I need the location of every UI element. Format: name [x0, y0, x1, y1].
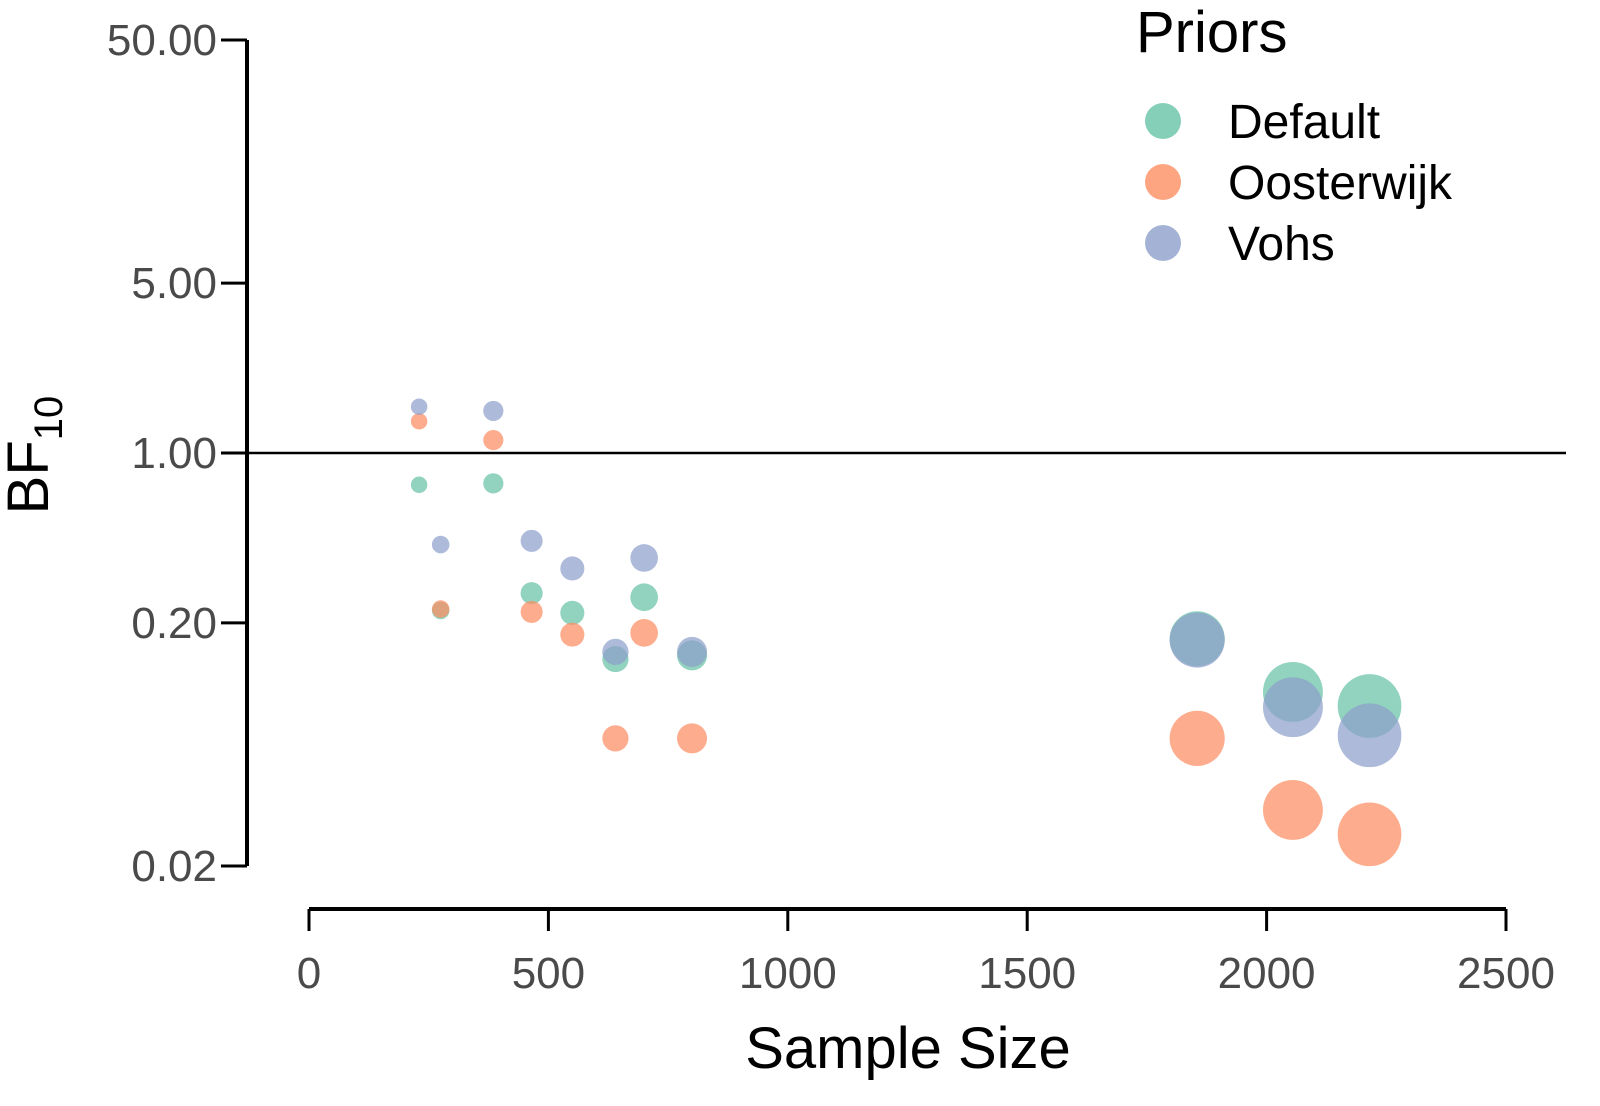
- data-point-vohs: [520, 529, 543, 552]
- x-tick-label: 1000: [739, 949, 837, 998]
- legend-key-vohs: [1145, 225, 1181, 261]
- data-point-oosterwijk: [431, 600, 450, 618]
- data-point-default: [520, 582, 543, 605]
- data-point-oosterwijk: [483, 430, 504, 451]
- data-point-vohs: [602, 638, 629, 666]
- data-point-vohs: [1262, 677, 1323, 738]
- data-point-oosterwijk: [602, 725, 629, 752]
- data-point-vohs: [560, 556, 585, 581]
- data-point-default: [560, 600, 585, 625]
- x-axis-title: Sample Size: [745, 1016, 1071, 1081]
- x-tick-label: 1500: [978, 949, 1076, 998]
- legend-label: Default: [1228, 96, 1380, 149]
- data-point-default: [630, 583, 658, 612]
- data-point-oosterwijk: [560, 622, 585, 647]
- y-axis-title-sub: 10: [27, 396, 71, 441]
- x-tick-label: 0: [297, 949, 321, 998]
- data-point-default: [483, 473, 504, 494]
- data-point-oosterwijk: [677, 723, 708, 754]
- data-point-oosterwijk: [1262, 780, 1323, 840]
- data-point-vohs: [1337, 703, 1402, 768]
- y-axis-title: BF10: [0, 396, 71, 515]
- x-tick-label: 2500: [1457, 949, 1555, 998]
- data-point-default: [410, 476, 428, 494]
- y-tick-label: 0.20: [131, 599, 217, 648]
- y-axis: 0.02 0.20 1.00 5.00 50.00: [107, 16, 249, 891]
- data-point-vohs: [483, 400, 504, 421]
- y-tick-label: 50.00: [107, 16, 217, 65]
- data-point-oosterwijk: [520, 600, 543, 623]
- x-tick-label: 2000: [1218, 949, 1316, 998]
- data-point-oosterwijk: [410, 413, 428, 430]
- legend: Priors Default Oosterwijk Vohs: [1136, 0, 1453, 271]
- legend-title: Priors: [1136, 0, 1287, 65]
- y-tick-label: 0.02: [131, 842, 217, 891]
- y-axis-title-main: BF: [0, 440, 61, 514]
- data-point-vohs: [1169, 612, 1225, 668]
- data-point-vohs: [630, 544, 658, 572]
- legend-key-oosterwijk: [1145, 164, 1181, 200]
- y-tick-label: 5.00: [131, 259, 217, 308]
- data-point-oosterwijk: [1337, 802, 1402, 867]
- y-tick-label: 1.00: [131, 429, 217, 478]
- legend-label: Oosterwijk: [1228, 157, 1453, 210]
- data-point-vohs: [431, 535, 450, 554]
- legend-key-default: [1145, 103, 1181, 139]
- x-tick-label: 500: [512, 949, 585, 998]
- data-point-vohs: [677, 636, 708, 667]
- data-point-oosterwijk: [630, 619, 658, 647]
- x-axis: 0 500 1000 1500 2000 2500: [297, 907, 1555, 998]
- legend-label: Vohs: [1228, 218, 1335, 271]
- data-point-oosterwijk: [1169, 710, 1225, 766]
- data-point-vohs: [410, 398, 428, 415]
- data-points: [410, 398, 1402, 867]
